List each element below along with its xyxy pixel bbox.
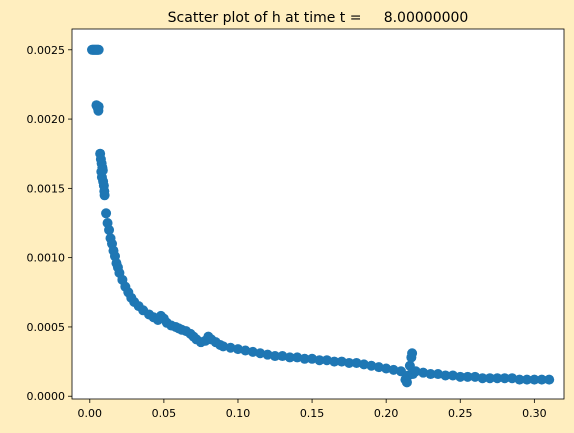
y-tick-label: 0.0005	[27, 321, 66, 334]
scatter-point	[418, 367, 429, 378]
scatter-point	[514, 374, 525, 385]
x-tick-label: 0.25	[448, 407, 473, 420]
scatter-point	[307, 353, 318, 364]
scatter-point	[270, 351, 281, 362]
scatter-point	[225, 342, 236, 353]
x-axis-ticks: 0.00 0.05 0.10 0.15 0.20 0.25 0.30	[78, 399, 547, 420]
scatter-point	[292, 352, 303, 363]
scatter-point	[344, 357, 355, 368]
scatter-point	[433, 369, 444, 380]
scatter-point	[425, 369, 436, 380]
plot-frame	[71, 28, 565, 400]
scatter-point	[321, 355, 332, 366]
scatter-point	[262, 349, 273, 360]
scatter-point	[484, 373, 495, 384]
scatter-point	[299, 353, 310, 364]
chart-title: Scatter plot of h at time t = 8.00000000	[168, 10, 469, 26]
scatter-point	[97, 165, 108, 176]
x-tick-label: 0.30	[522, 407, 547, 420]
plot-area	[72, 29, 564, 399]
scatter-point	[247, 346, 258, 357]
x-tick-label: 0.20	[374, 407, 399, 420]
scatter-point	[499, 373, 510, 384]
y-tick-label: 0.0020	[27, 113, 66, 126]
y-axis-ticks: 0.0000 0.0005 0.0010 0.0015 0.0020 0.0025	[27, 44, 72, 403]
x-tick-label: 0.05	[152, 407, 177, 420]
scatter-point	[470, 371, 481, 382]
scatter-point	[536, 374, 547, 385]
scatter-point	[232, 344, 243, 355]
scatter-point	[218, 341, 229, 352]
scatter-point	[407, 348, 418, 359]
scatter-point	[358, 359, 369, 370]
scatter-point	[544, 374, 555, 385]
scatter-point	[492, 373, 503, 384]
scatter-point	[529, 374, 540, 385]
x-tick-label: 0.10	[226, 407, 251, 420]
scatter-point	[366, 360, 377, 371]
scatter-point	[93, 44, 104, 55]
scatter-point	[101, 208, 112, 219]
x-tick-label: 0.15	[300, 407, 325, 420]
scatter-point	[462, 371, 473, 382]
y-tick-label: 0.0000	[27, 390, 66, 403]
scatter-point	[507, 373, 518, 384]
scatter-point	[240, 345, 251, 356]
scatter-point	[388, 364, 399, 375]
scatter-point	[410, 366, 421, 377]
scatter-point	[314, 355, 325, 366]
scatter-point	[351, 357, 362, 368]
y-tick-label: 0.0015	[27, 182, 66, 195]
scatter-point	[521, 374, 532, 385]
scatter-point	[99, 190, 110, 201]
y-tick-label: 0.0010	[27, 252, 66, 265]
scatter-point	[381, 363, 392, 374]
scatter-point	[440, 370, 451, 381]
scatter-point	[455, 371, 466, 382]
scatter-point	[104, 224, 115, 235]
scatter-point	[395, 366, 406, 377]
scatter-point	[277, 351, 288, 362]
scatter-point	[255, 348, 266, 359]
scatter-point	[477, 373, 488, 384]
scatter-point	[329, 356, 340, 367]
scatter-points	[87, 44, 555, 388]
scatter-point	[336, 356, 347, 367]
y-tick-label: 0.0025	[27, 44, 66, 57]
scatter-point	[373, 362, 384, 373]
x-tick-label: 0.00	[78, 407, 103, 420]
scatter-point	[284, 352, 295, 363]
scatter-point	[447, 370, 458, 381]
scatter-point	[93, 105, 104, 116]
